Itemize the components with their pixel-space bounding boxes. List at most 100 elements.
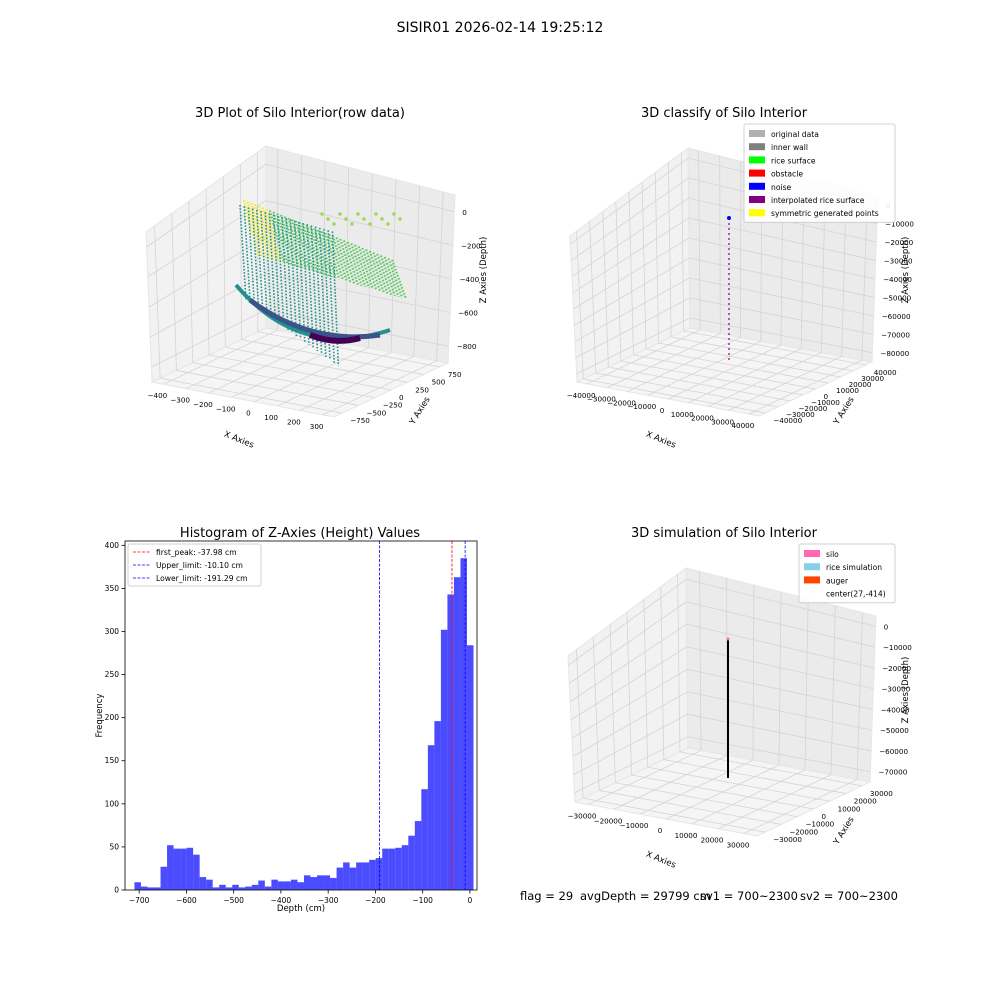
legend-swatch — [749, 169, 765, 177]
x-tick-label: 40000 — [731, 421, 754, 430]
z-tick-label: −40000 — [881, 705, 910, 714]
y-gridline — [583, 378, 766, 414]
x-tick-label: 20000 — [691, 414, 714, 423]
surface-points — [272, 211, 289, 265]
z-gridline — [575, 297, 874, 359]
histogram-bar — [401, 845, 409, 890]
x-tick-label: −20000 — [594, 816, 623, 825]
y-tick-label: −40000 — [773, 416, 802, 425]
surface-points — [365, 249, 382, 292]
x-tick-label: −10000 — [620, 821, 649, 830]
simulation-3d-plot: −30000−20000−100000100002000030000−30000… — [567, 567, 912, 871]
classify-3d-plot: −40000−30000−20000−10000 0 100002000030000… — [567, 147, 914, 451]
z-tick-label: −60000 — [882, 312, 911, 321]
scatter-point — [368, 222, 372, 226]
x-tick-label: −600 — [176, 896, 197, 905]
surface-points — [328, 234, 345, 281]
y-gridline — [683, 330, 866, 366]
legend-label: Upper_limit: -10.10 cm — [156, 561, 243, 570]
wall-points — [256, 209, 264, 313]
histogram-bar — [140, 886, 148, 890]
y-tick-label: 20000 — [854, 797, 877, 806]
x-axis-label: Depth (cm) — [277, 904, 325, 914]
y-gridline — [633, 354, 816, 390]
wall-points — [272, 214, 281, 325]
y-tick-label: −30000 — [773, 835, 802, 844]
simulation-legend: silo rice simulation auger center(27,-414) — [798, 543, 896, 604]
y-tick-label: 10000 — [836, 386, 859, 395]
z-gridline — [573, 713, 872, 775]
histogram-bar — [369, 859, 376, 890]
histogram-bar — [232, 884, 239, 890]
surface-points — [387, 258, 404, 299]
surface-points — [305, 225, 322, 275]
x-axis-label: X Axies — [644, 430, 677, 451]
y-gridline — [631, 774, 814, 810]
legend-label: symmetric generated points — [771, 209, 879, 218]
surface-points — [335, 237, 352, 283]
z-tick-label: −20000 — [882, 664, 911, 673]
z-tick-label: −20000 — [884, 238, 913, 247]
histogram-bar — [147, 887, 155, 890]
z-gridline — [146, 163, 455, 248]
y-tick-label: 250 — [105, 670, 120, 679]
histogram-bar — [362, 862, 370, 890]
histogram-bar — [193, 854, 200, 890]
x-tick-label: −500 — [223, 896, 244, 905]
simulation-marks — [726, 637, 730, 778]
y-gridline — [225, 346, 408, 383]
wall-points — [260, 210, 268, 316]
surface-points — [294, 220, 311, 271]
histogram-bar — [310, 877, 318, 890]
histogram-bar — [290, 879, 298, 890]
surface-points — [361, 247, 378, 291]
y-gridline — [257, 331, 440, 368]
histogram-bar — [440, 629, 448, 890]
scatter-point — [392, 212, 396, 216]
legend-label: first_peak: -37.98 cm — [156, 548, 237, 557]
surface-points — [298, 222, 315, 272]
z-gridline — [147, 200, 453, 278]
x-gridline — [778, 591, 782, 766]
scatter-point — [344, 217, 348, 221]
y-tick-label: 750 — [448, 370, 462, 379]
classify-legend: original data inner wall rice surface obsta… — [743, 123, 896, 223]
wall-points — [289, 219, 298, 337]
wall-points — [251, 208, 260, 310]
wall-points — [293, 220, 302, 340]
surface-points — [276, 213, 293, 266]
y-tick-label: 150 — [105, 756, 120, 765]
y-gridline — [609, 624, 616, 783]
legend-swatch — [804, 563, 820, 571]
histogram-bar — [375, 858, 383, 890]
z-axis-label: Z Axies (Depth) — [479, 237, 489, 304]
y-gridline — [626, 611, 632, 776]
y-gridline — [620, 360, 804, 396]
y-tick-label: −10000 — [811, 398, 840, 407]
surface-points — [346, 241, 363, 287]
z-gridline — [571, 668, 873, 739]
y-gridline — [241, 339, 424, 375]
y-tick-label: 30000 — [861, 374, 884, 383]
z-gridline — [570, 646, 874, 721]
y-tick-label: −750 — [350, 416, 370, 425]
legend-swatch — [749, 182, 765, 190]
y-tick-label: −10000 — [805, 820, 834, 829]
x-tick-label: 30000 — [711, 417, 734, 426]
histogram-bar — [271, 879, 278, 890]
y-tick-label: 350 — [105, 584, 120, 593]
z-gridline — [571, 197, 877, 277]
y-gridline — [608, 366, 791, 402]
wall-points — [281, 216, 289, 331]
surface-points — [357, 246, 374, 290]
x-tick-label: −200 — [365, 896, 386, 905]
y-tick-label: −250 — [383, 401, 403, 410]
wall-points — [277, 215, 285, 328]
surface-points — [331, 235, 348, 282]
histogram-bar — [343, 862, 350, 890]
figure-suptitle: SISIR01 2026-02-14 19:25:12 — [397, 20, 604, 36]
surface-points — [302, 223, 319, 273]
bottom-arc — [308, 332, 361, 344]
z-gridline — [569, 623, 875, 702]
legend-label: original data — [771, 130, 819, 139]
